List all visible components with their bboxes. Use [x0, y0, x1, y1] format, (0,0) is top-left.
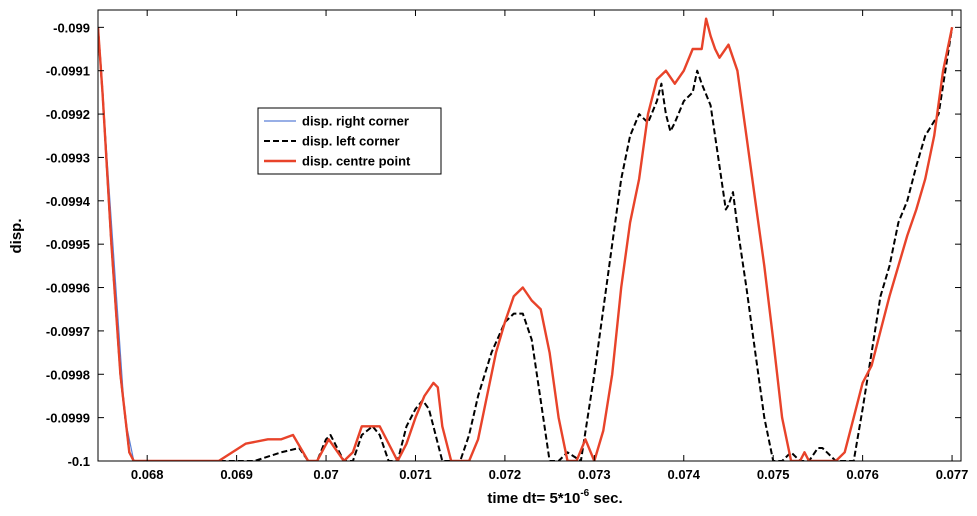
x-tick-label: 0.076 — [846, 467, 879, 482]
y-tick-label: -0.0999 — [46, 411, 90, 426]
legend-label: disp. centre point — [302, 154, 411, 169]
x-axis: 0.068 0.069 0.07 0.071 0.072 0.073 0.074 0.075 0… — [131, 10, 968, 482]
y-tick-label: -0.0993 — [46, 150, 90, 165]
plot-frame — [97, 9, 962, 462]
series-line-2 — [98, 27, 954, 461]
x-axis-label-exponent: -6 — [580, 488, 589, 499]
x-axis-label-main: time dt= 5*10 — [487, 490, 580, 507]
y-tick-label: -0.0992 — [46, 107, 90, 122]
y-tick-label: -0.1 — [68, 454, 90, 469]
y-tick-label: -0.0995 — [46, 237, 90, 252]
x-tick-label: 0.069 — [220, 467, 253, 482]
y-tick-label: -0.0997 — [46, 324, 90, 339]
legend-box — [257, 107, 442, 175]
x-tick-label: 0.075 — [757, 467, 790, 482]
y-axis-label: disp. — [8, 218, 25, 253]
y-tick-label: -0.0991 — [46, 64, 90, 79]
y-tick-label: -0.099 — [53, 20, 90, 35]
x-tick-label: 0.07 — [313, 467, 338, 482]
x-tick-label: 0.071 — [399, 467, 432, 482]
y-tick-label: -0.0994 — [46, 194, 91, 209]
x-axis-label-unit: sec. — [589, 490, 622, 507]
y-axis: -0.099 -0.0991 -0.0992 -0.0993 -0.0994 -0.099… — [46, 20, 961, 469]
legend-label: disp. right corner — [302, 114, 409, 129]
x-tick-label: 0.073 — [578, 467, 611, 482]
x-axis-label: time dt= 5*10-6 sec. — [487, 488, 622, 507]
x-tick-label: 0.077 — [936, 467, 969, 482]
series-line-3 — [98, 17, 954, 461]
x-tick-label: 0.074 — [667, 467, 700, 482]
x-tick-label: 0.072 — [489, 467, 522, 482]
y-tick-label: -0.0998 — [46, 367, 90, 382]
series-layer — [98, 17, 954, 461]
legend-label: disp. left corner — [302, 134, 400, 149]
x-tick-label: 0.068 — [131, 467, 164, 482]
y-tick-label: -0.0996 — [46, 281, 90, 296]
legend: disp. right corner disp. left corner disp.… — [257, 107, 442, 175]
